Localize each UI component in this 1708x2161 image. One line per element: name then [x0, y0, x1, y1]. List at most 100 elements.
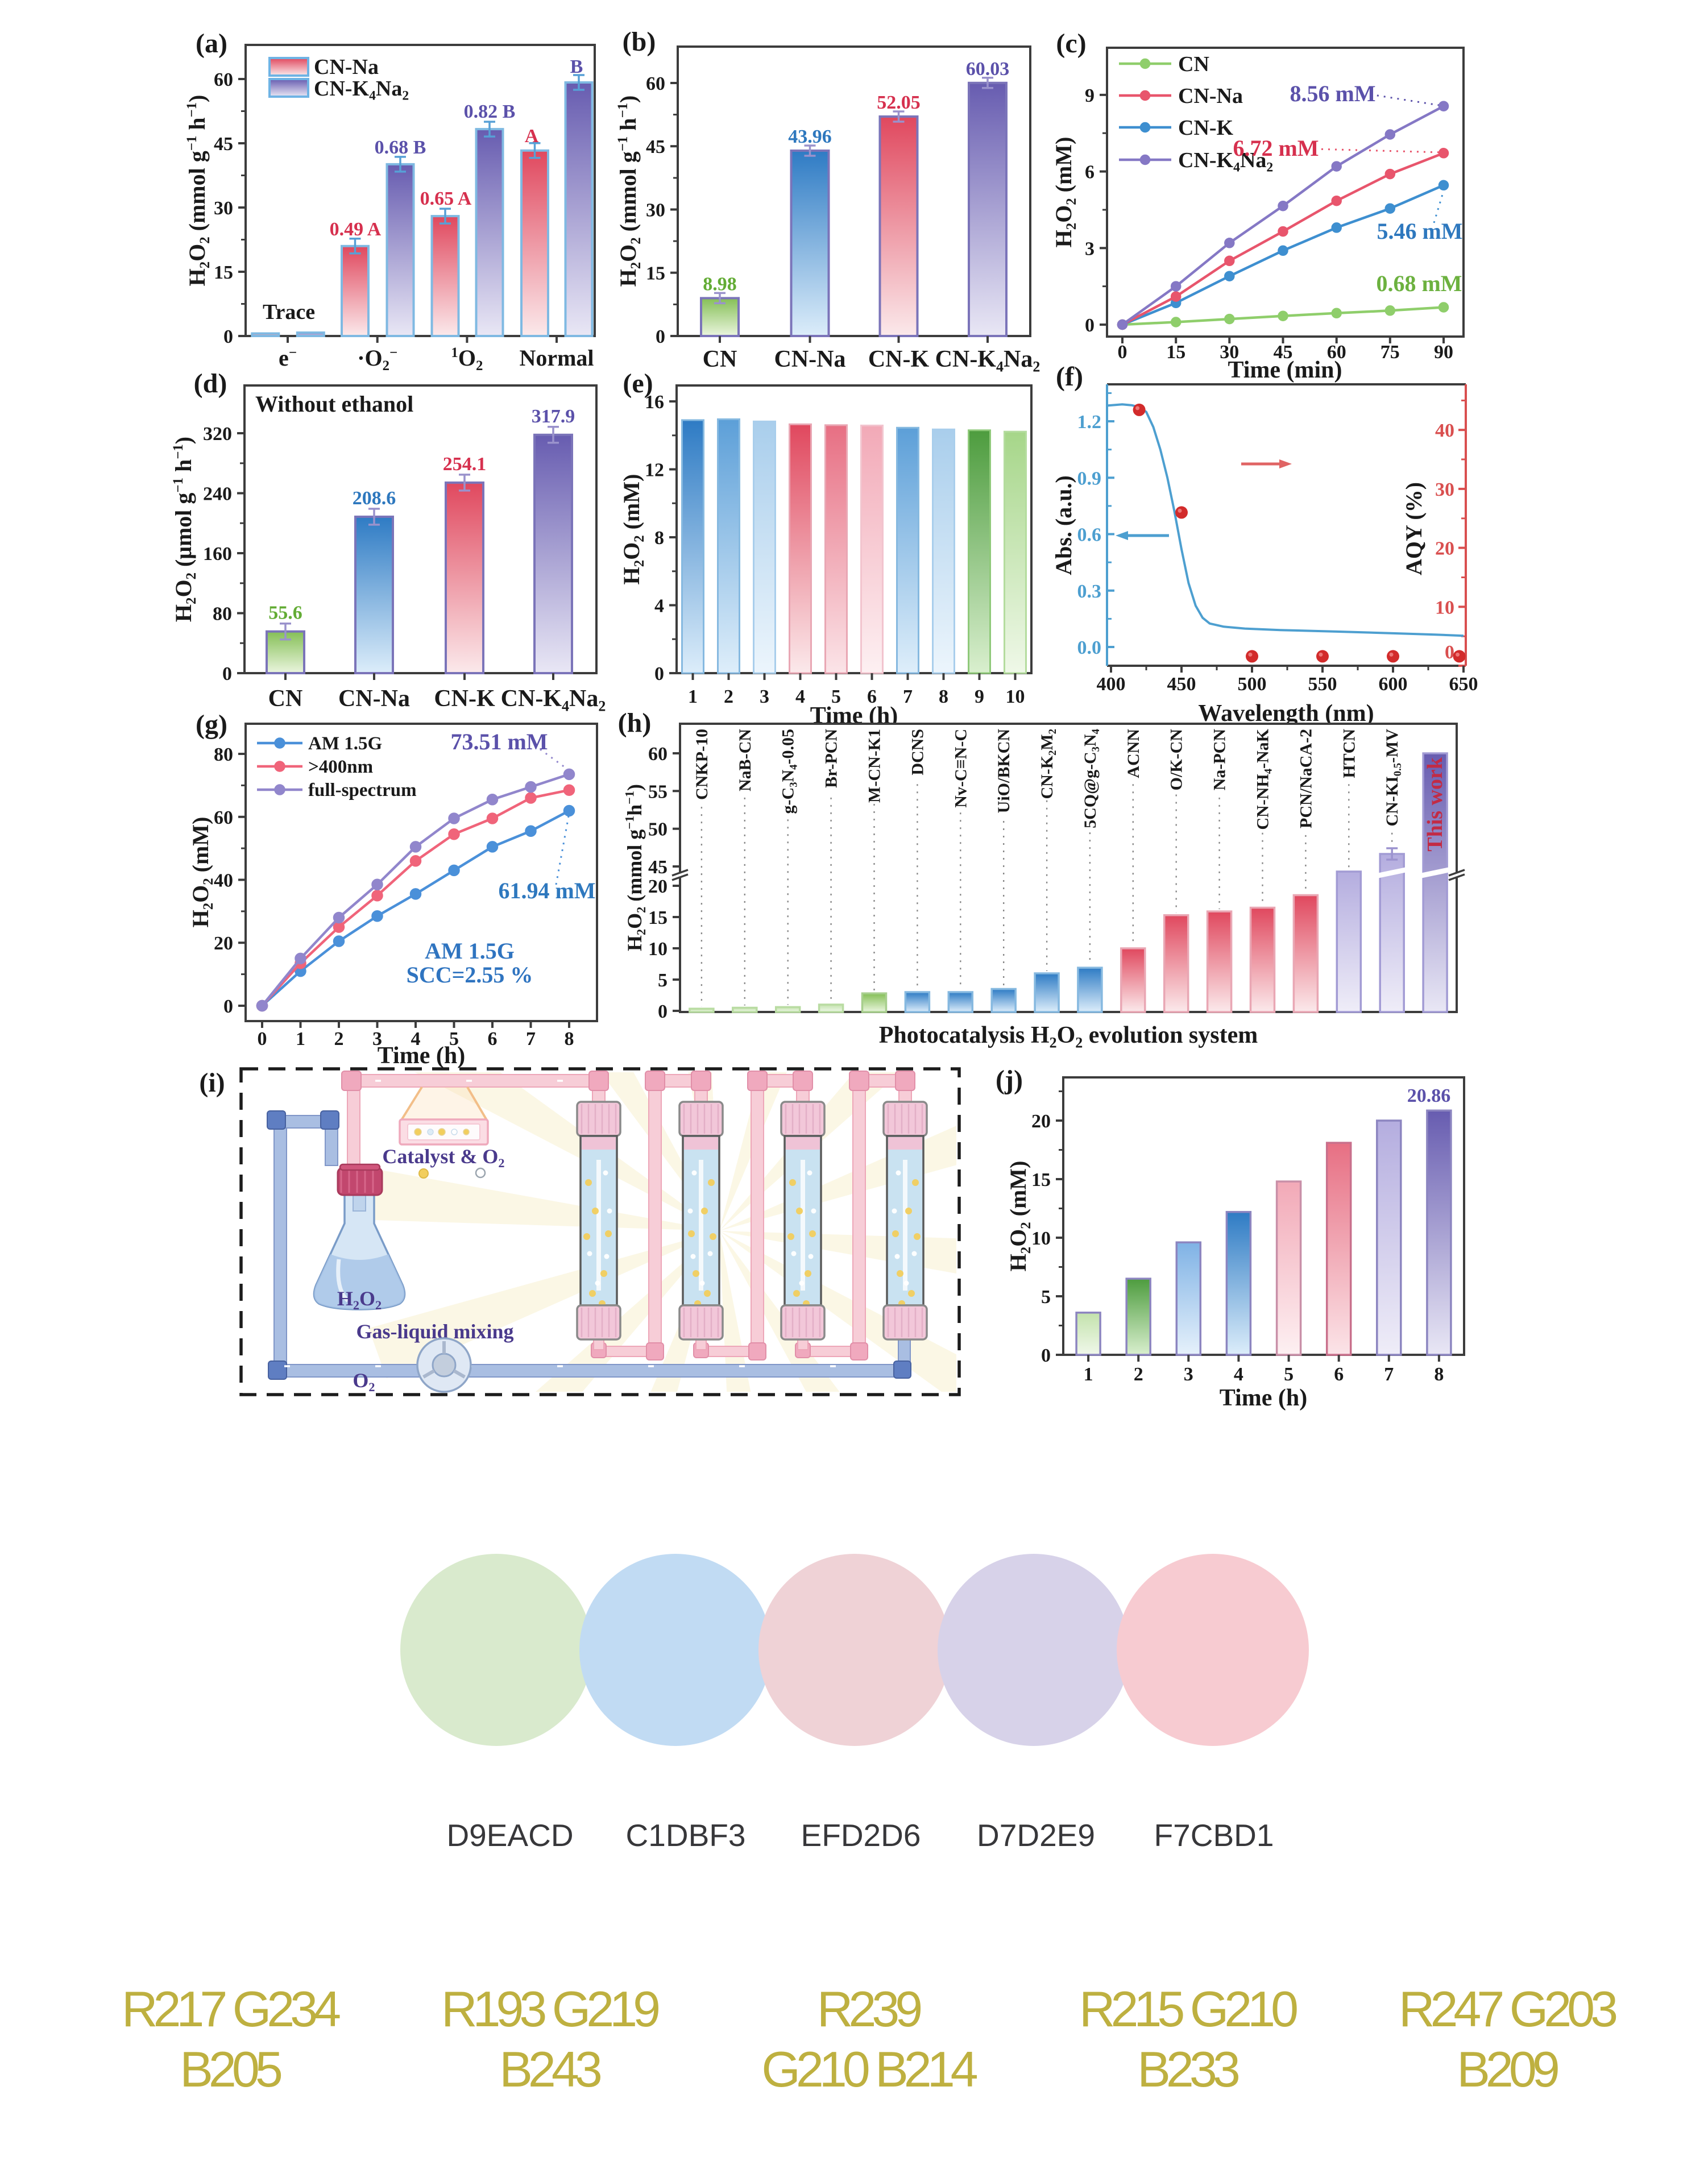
svg-text:1: 1	[296, 1028, 305, 1050]
svg-text:30: 30	[1220, 342, 1239, 363]
svg-text:Time (h): Time (h)	[1220, 1385, 1307, 1411]
svg-text:D9EACD: D9EACD	[446, 1818, 573, 1853]
svg-text:R217 G234: R217 G234	[122, 1981, 340, 2037]
svg-text:(c): (c)	[1056, 28, 1086, 59]
svg-text:500: 500	[1238, 674, 1267, 695]
svg-text:0: 0	[223, 996, 233, 1017]
svg-text:Trace: Trace	[263, 300, 315, 324]
svg-text:A: A	[525, 126, 539, 147]
svg-text:C1DBF3: C1DBF3	[626, 1818, 746, 1853]
svg-text:Nv-C≡N-C: Nv-C≡N-C	[951, 729, 970, 808]
svg-text:2: 2	[1134, 1364, 1143, 1385]
svg-text:NaB-CN: NaB-CN	[736, 729, 754, 791]
svg-text:AM 1.5G: AM 1.5G	[308, 733, 382, 754]
svg-text:0: 0	[258, 1028, 267, 1050]
svg-text:0.68 mM: 0.68 mM	[1376, 271, 1462, 296]
svg-text:(j): (j)	[996, 1065, 1023, 1095]
svg-text:CN-K: CN-K	[868, 346, 930, 372]
svg-text:8: 8	[939, 686, 948, 707]
svg-text:(f): (f)	[1056, 362, 1083, 392]
svg-text:8: 8	[654, 528, 664, 549]
svg-text:Catalyst & O2⁠: Catalyst & O2⁠	[382, 1145, 504, 1170]
svg-text:9: 9	[1085, 85, 1095, 106]
svg-text:0.65 A: 0.65 A	[420, 188, 472, 209]
svg-text:CNKP-10: CNKP-10	[693, 729, 711, 800]
svg-text:0: 0	[1085, 315, 1095, 336]
svg-text:Na-PCN: Na-PCN	[1210, 729, 1229, 791]
svg-text:CN-Na: CN-Na	[338, 686, 410, 712]
svg-text:B205: B205	[180, 2041, 281, 2097]
svg-text:10: 10	[648, 939, 668, 960]
svg-text:10: 10	[1435, 597, 1454, 618]
svg-text:CN-K4⁠Na2⁠: CN-K4⁠Na2⁠	[501, 686, 606, 714]
svg-text:This work: This work	[1423, 757, 1447, 852]
svg-text:full-spectrum: full-spectrum	[308, 780, 417, 800]
svg-text:SCC=2.55 %: SCC=2.55 %	[407, 962, 533, 988]
svg-text:DCNS: DCNS	[908, 729, 927, 775]
svg-text:60: 60	[1327, 342, 1346, 363]
svg-text:CN-Na: CN-Na	[1178, 84, 1243, 108]
svg-text:5: 5	[658, 970, 668, 991]
svg-text:0.9: 0.9	[1077, 468, 1102, 489]
svg-text:60: 60	[214, 807, 233, 828]
svg-text:CN-K: CN-K	[434, 686, 495, 712]
svg-text:30: 30	[1435, 479, 1454, 500]
svg-text:g-C3⁠N4⁠-0.05: g-C3⁠N4⁠-0.05	[779, 729, 800, 814]
svg-text:H2⁠O2⁠: H2⁠O2⁠	[337, 1287, 382, 1312]
svg-text:12: 12	[645, 460, 664, 481]
svg-text:45: 45	[648, 857, 668, 878]
svg-text:7: 7	[526, 1028, 536, 1050]
svg-text:317.9: 317.9	[532, 406, 575, 427]
svg-text:Without ethanol: Without ethanol	[255, 391, 413, 417]
svg-text:CN-NH4⁠-NaK: CN-NH4⁠-NaK	[1254, 728, 1275, 829]
svg-text:e−⁠: e−⁠	[279, 345, 297, 371]
svg-text:O/K-CN: O/K-CN	[1167, 729, 1186, 791]
svg-text:CN-K4⁠Na2⁠: CN-K4⁠Na2⁠	[1178, 148, 1273, 175]
svg-text:0.68 B: 0.68 B	[375, 137, 426, 158]
svg-text:B209: B209	[1457, 2041, 1558, 2097]
svg-text:1.2: 1.2	[1077, 412, 1102, 433]
svg-text:20: 20	[214, 933, 233, 954]
svg-text:20.86: 20.86	[1407, 1085, 1451, 1106]
svg-text:80: 80	[213, 604, 232, 625]
svg-text:320: 320	[203, 424, 232, 445]
svg-text:3: 3	[1184, 1364, 1193, 1385]
svg-text:1⁠O2⁠: 1⁠O2⁠	[451, 345, 483, 374]
svg-text:(i): (i)	[199, 1068, 225, 1098]
svg-text:52.05: 52.05	[877, 92, 921, 113]
svg-text:Br-PCN: Br-PCN	[822, 729, 841, 788]
svg-text:20: 20	[1435, 538, 1454, 559]
svg-text:F7CBD1: F7CBD1	[1154, 1818, 1274, 1853]
svg-text:6: 6	[867, 686, 877, 707]
svg-text:400: 400	[1097, 674, 1126, 695]
svg-text:EFD2D6: EFD2D6	[801, 1818, 921, 1853]
svg-text:15: 15	[648, 907, 668, 928]
svg-text:(g): (g)	[196, 710, 227, 740]
svg-text:Time (min): Time (min)	[1228, 357, 1342, 383]
svg-text:D7D2E9: D7D2E9	[977, 1818, 1095, 1853]
svg-text:60: 60	[646, 73, 665, 94]
svg-text:5: 5	[1284, 1364, 1294, 1385]
svg-text:B243: B243	[499, 2041, 601, 2097]
svg-text:R247 G203: R247 G203	[1399, 1981, 1616, 2037]
svg-text:4: 4	[795, 686, 805, 707]
svg-text:(a): (a)	[196, 28, 227, 59]
svg-text:AM 1.5G: AM 1.5G	[425, 938, 515, 964]
svg-text:8: 8	[1434, 1364, 1444, 1385]
svg-text:3: 3	[760, 686, 769, 707]
svg-text:160: 160	[203, 544, 232, 565]
svg-text:CN-Na: CN-Na	[774, 346, 846, 372]
svg-text:73.51 mM: 73.51 mM	[450, 729, 548, 754]
svg-text:45: 45	[646, 136, 665, 157]
svg-text:CN: CN	[268, 686, 303, 712]
svg-text:0: 0	[1118, 342, 1127, 363]
svg-text:6: 6	[1334, 1364, 1344, 1385]
svg-text:9: 9	[975, 686, 984, 707]
svg-text:AQY (%): AQY (%)	[1401, 482, 1427, 575]
svg-text:60: 60	[214, 69, 233, 90]
svg-text:61.94 mM: 61.94 mM	[498, 878, 595, 903]
svg-text:6: 6	[488, 1028, 498, 1050]
svg-text:HTCN: HTCN	[1340, 729, 1358, 778]
svg-text:5: 5	[831, 686, 841, 707]
svg-text:(h): (h)	[618, 708, 652, 738]
